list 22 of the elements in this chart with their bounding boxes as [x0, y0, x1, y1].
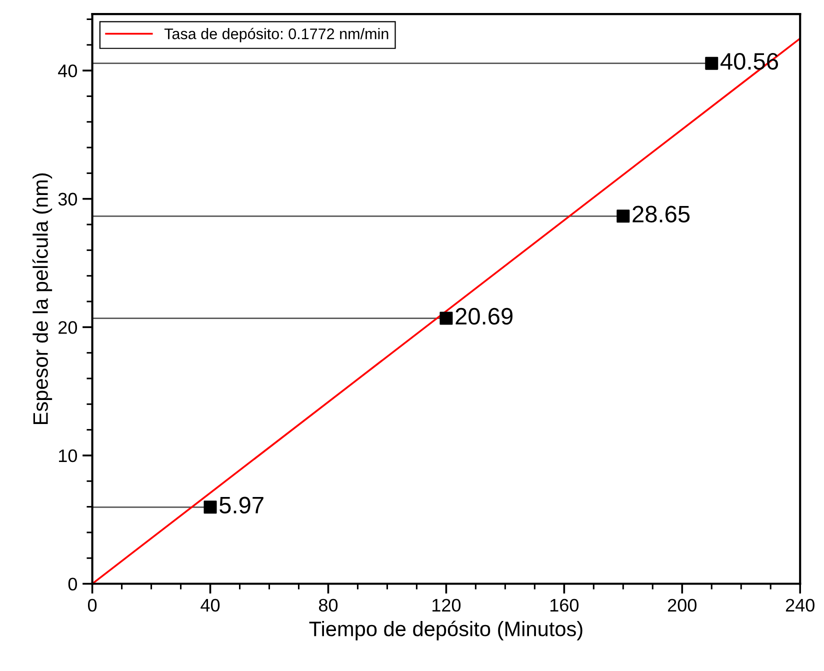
data-label: 5.97: [220, 496, 264, 514]
y-tick-label: 30: [58, 192, 77, 206]
point: [204, 500, 217, 514]
point: [440, 312, 453, 325]
x-axis-title: Tiempo de depósito (Minutos): [309, 620, 582, 640]
y-axis-title: Espesor de la película (nm): [32, 173, 52, 424]
y-tick-label: 0: [68, 578, 77, 590]
x-tick-label: 80: [318, 598, 338, 612]
x-tick-label: 200: [668, 598, 696, 612]
x-tick-label: 40: [200, 598, 220, 612]
y-tick-label: 10: [59, 449, 77, 462]
y-tick-label: 40: [58, 64, 77, 78]
point: [616, 210, 630, 223]
legend-label: Tasa de depósito: 0.1772 nm/min: [164, 28, 388, 42]
x-tick-label: 0: [88, 598, 97, 612]
x-tick-label: 160: [550, 598, 579, 612]
y-tick-label: 20: [58, 321, 77, 334]
point: [705, 56, 718, 70]
data-label: 28.65: [632, 206, 690, 223]
x-tick-label: 120: [432, 598, 461, 612]
data-label: 20.69: [456, 308, 512, 325]
x-tick-label: 240: [786, 598, 814, 612]
